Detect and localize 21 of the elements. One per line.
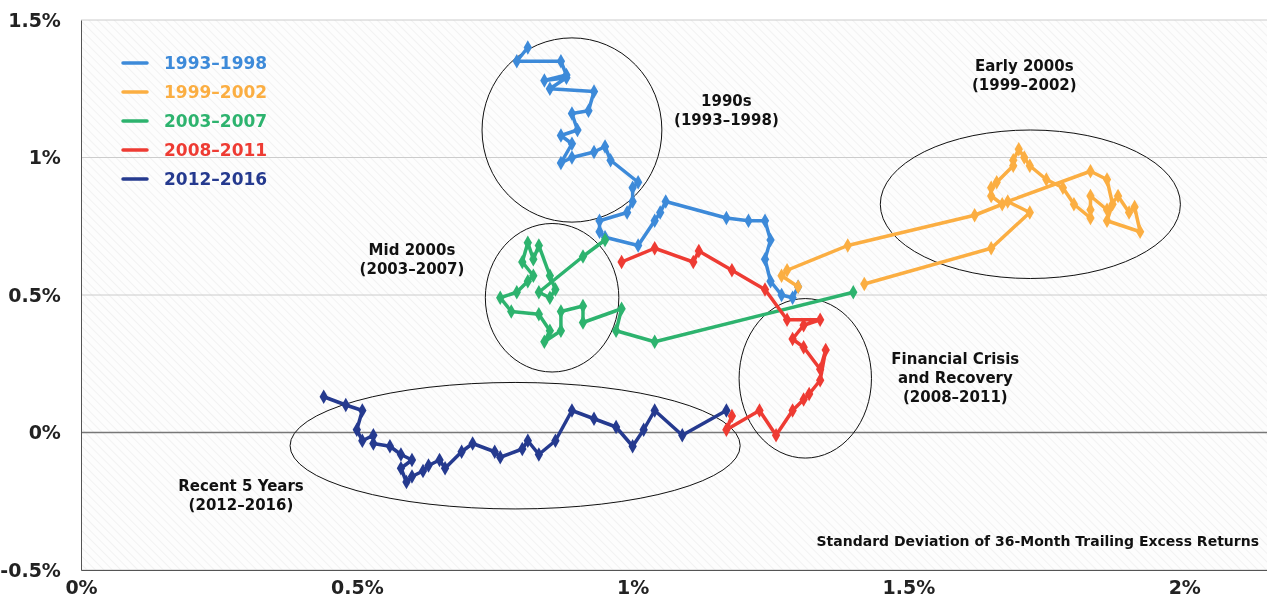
annotation: Early 2000s (1999–2002): [971, 56, 1077, 94]
y-tick-label: 0%: [28, 421, 61, 444]
x-axis-title: Standard Deviation of 36-Month Trailing Excess Returns: [816, 533, 1259, 549]
legend-label: 2003–2007: [164, 111, 268, 131]
y-tick-label: 1%: [28, 146, 61, 169]
y-tick-label: 0.5%: [8, 283, 61, 306]
legend-label: 1999–2002: [164, 82, 268, 102]
x-tick-label: 1.5%: [882, 575, 936, 598]
annotation: 1990s (1993–1998): [674, 92, 779, 130]
x-tick-label: 0%: [65, 575, 98, 598]
annotation: Recent 5 Years (2012–2016): [178, 477, 304, 515]
y-tick-label: -0.5%: [0, 558, 61, 581]
legend-label: 2012–2016: [164, 169, 268, 189]
x-tick-label: 2%: [1168, 575, 1201, 598]
legend-label: 2008–2011: [164, 140, 268, 160]
y-tick-label: 1.5%: [8, 8, 61, 31]
annotation: Mid 2000s (2003–2007): [359, 240, 465, 278]
x-tick-label: 0.5%: [330, 575, 384, 598]
annotation: Financial Crisis and Recovery (2008–2011): [891, 349, 1020, 406]
legend-label: 1993–1998: [164, 53, 268, 73]
x-tick-label: 1%: [617, 575, 650, 598]
